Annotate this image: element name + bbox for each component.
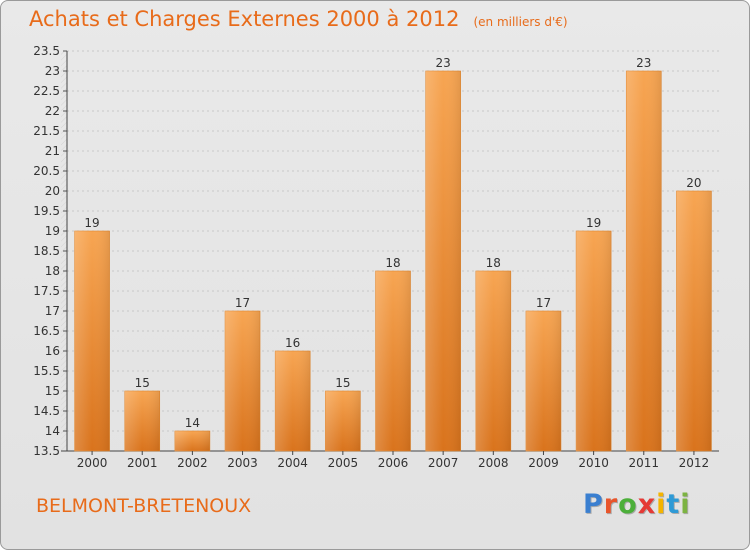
logo-letter: o — [618, 489, 638, 520]
bar-shine — [225, 311, 261, 451]
y-tick-label: 15.5 — [33, 364, 60, 378]
bar-shine — [375, 271, 411, 451]
chart-title-text: Achats et Charges Externes 2000 à 2012 — [29, 7, 460, 31]
bar-shine — [174, 431, 210, 451]
bar-value-label: 20 — [686, 176, 701, 190]
y-tick-label: 20.5 — [33, 164, 60, 178]
bar-shine — [275, 351, 311, 451]
bar-shine — [475, 271, 511, 451]
y-tick-label: 17.5 — [33, 284, 60, 298]
y-tick-label: 20 — [45, 184, 60, 198]
bar-value-label: 15 — [135, 376, 150, 390]
logo-letter: x — [637, 489, 657, 520]
bar-value-label: 19 — [84, 216, 99, 230]
x-tick-label: 2001 — [127, 456, 158, 470]
bar-value-label: 23 — [636, 56, 651, 70]
y-tick-label: 13.5 — [33, 444, 60, 458]
x-tick-label: 2008 — [478, 456, 509, 470]
bar-shine — [626, 71, 662, 451]
x-tick-label: 2004 — [277, 456, 308, 470]
bar-value-label: 18 — [486, 256, 501, 270]
y-tick-label: 21 — [45, 144, 60, 158]
bar-value-label: 14 — [185, 416, 200, 430]
y-tick-label: 19 — [45, 224, 60, 238]
bar-value-label: 23 — [436, 56, 451, 70]
bar-value-label: 16 — [285, 336, 300, 350]
x-tick-label: 2010 — [578, 456, 609, 470]
x-tick-label: 2007 — [428, 456, 459, 470]
x-tick-label: 2012 — [679, 456, 710, 470]
x-tick-label: 2005 — [328, 456, 359, 470]
chart-title: Achats et Charges Externes 2000 à 2012 (e… — [29, 7, 568, 31]
x-tick-label: 2006 — [378, 456, 409, 470]
logo-letter: t — [666, 489, 681, 520]
bar-shine — [525, 311, 561, 451]
bar-value-label: 17 — [536, 296, 551, 310]
x-tick-label: 2009 — [528, 456, 559, 470]
y-tick-label: 16 — [45, 344, 60, 358]
bar-shine — [576, 231, 612, 451]
x-tick-label: 2002 — [177, 456, 208, 470]
y-tick-label: 14.5 — [33, 404, 60, 418]
y-tick-label: 22.5 — [33, 84, 60, 98]
bar-shine — [325, 391, 361, 451]
bar-shine — [124, 391, 160, 451]
proxiti-logo: Proxiti — [583, 489, 691, 520]
bar-value-label: 18 — [385, 256, 400, 270]
y-tick-label: 18 — [45, 264, 60, 278]
chart-unit: (en milliers d'€) — [473, 15, 568, 29]
y-tick-label: 18.5 — [33, 244, 60, 258]
bar-value-label: 17 — [235, 296, 250, 310]
y-tick-label: 21.5 — [33, 124, 60, 138]
y-tick-label: 16.5 — [33, 324, 60, 338]
bar-shine — [74, 231, 110, 451]
x-tick-label: 2000 — [77, 456, 108, 470]
bar-shine — [676, 191, 712, 451]
bar-shine — [425, 71, 461, 451]
bar-value-label: 15 — [335, 376, 350, 390]
logo-letter: i — [656, 489, 667, 520]
bar-value-label: 19 — [586, 216, 601, 230]
logo-letter: r — [603, 489, 619, 520]
y-tick-label: 22 — [45, 104, 60, 118]
x-tick-label: 2011 — [628, 456, 659, 470]
plot-area: 13.5 14 14.5 15 15.5 16 16.5 17 17.5 18 18.5 19 19.5… — [33, 44, 719, 470]
y-tick-label: 14 — [45, 424, 60, 438]
commune-name: BELMONT-BRETENOUX — [36, 495, 252, 517]
y-tick-label: 23 — [45, 64, 60, 78]
y-tick-label: 15 — [45, 384, 60, 398]
y-tick-label: 17 — [45, 304, 60, 318]
y-tick-label: 19.5 — [33, 204, 60, 218]
logo-letter: P — [583, 489, 604, 520]
x-tick-label: 2003 — [227, 456, 258, 470]
logo-letter: i — [680, 489, 691, 520]
y-tick-label: 23.5 — [33, 44, 60, 58]
